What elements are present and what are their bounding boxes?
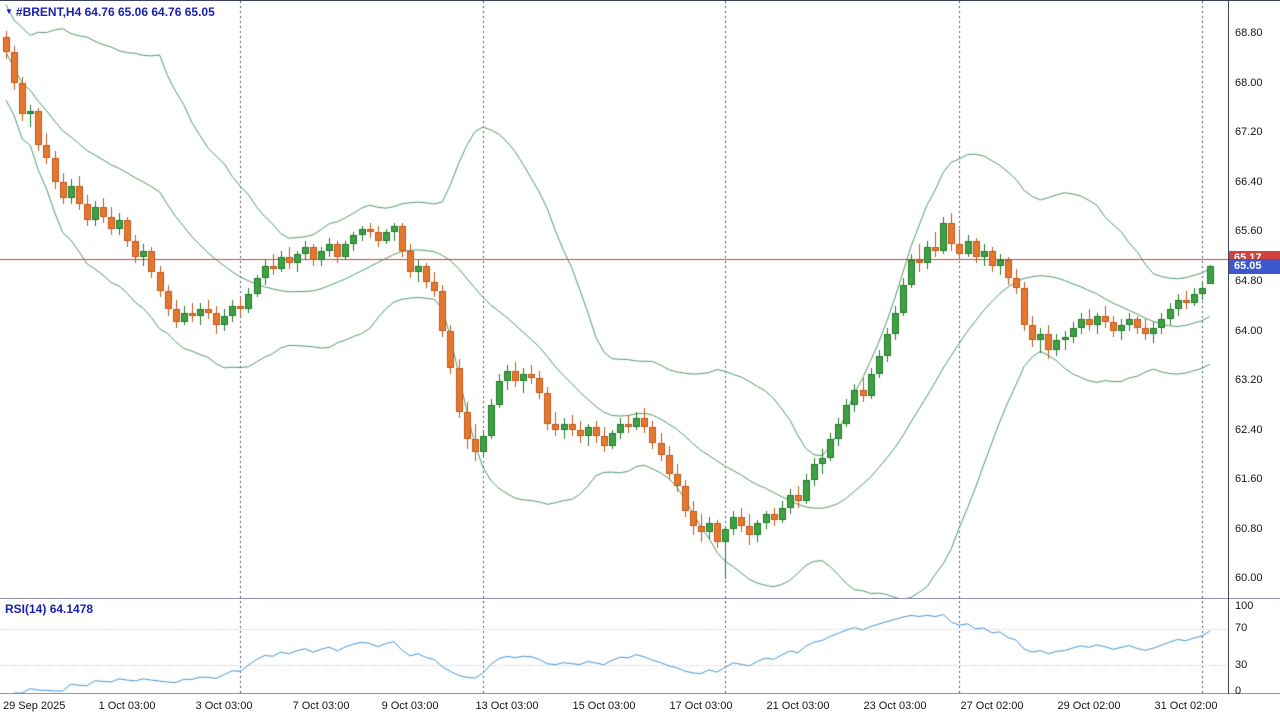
y-axis-label: 62.40 — [1235, 424, 1263, 436]
current-price-badge: 65.05 — [1229, 259, 1280, 274]
price-axis-border — [1228, 1, 1229, 694]
x-axis-label: 21 Oct 03:00 — [766, 700, 830, 712]
x-axis-label: 9 Oct 03:00 — [381, 700, 439, 712]
rsi-axis-label: 0 — [1235, 685, 1242, 697]
y-axis-label: 61.60 — [1235, 473, 1263, 485]
y-axis-label: 68.00 — [1235, 77, 1263, 89]
rsi-axis-label: 30 — [1235, 659, 1248, 671]
y-axis-label: 63.20 — [1235, 374, 1263, 386]
x-axis-label: 27 Oct 02:00 — [960, 700, 1024, 712]
y-axis-label: 64.00 — [1235, 325, 1263, 337]
ohlc-readout: 64.76 65.06 64.76 65.05 — [84, 5, 215, 19]
x-axis-label: 3 Oct 03:00 — [195, 700, 253, 712]
x-axis-label: 23 Oct 03:00 — [863, 700, 927, 712]
x-axis-label: 29 Sep 2025 — [3, 700, 66, 712]
chevron-down-icon[interactable]: ▼ — [5, 7, 13, 16]
rsi-indicator-label: RSI(14) — [5, 602, 47, 616]
y-axis-label: 66.40 — [1235, 176, 1263, 188]
x-axis-label: 17 Oct 03:00 — [669, 700, 733, 712]
rsi-pane-canvas[interactable] — [0, 601, 1228, 693]
pane-separator-top[interactable] — [0, 598, 1280, 599]
chart-header: ▼ #BRENT,H4 64.76 65.06 64.76 65.05 — [5, 5, 215, 19]
x-axis-label: 13 Oct 03:00 — [475, 700, 539, 712]
y-axis-label: 60.00 — [1235, 572, 1263, 584]
x-axis-label: 15 Oct 03:00 — [572, 700, 636, 712]
pane-separator-bottom — [0, 693, 1280, 694]
symbol-label: #BRENT,H4 — [15, 5, 82, 19]
y-axis-label: 65.60 — [1235, 225, 1263, 237]
y-axis-label: 67.20 — [1235, 126, 1263, 138]
rsi-header: RSI(14) 64.1478 — [5, 602, 93, 616]
rsi-axis-label: 100 — [1235, 600, 1254, 612]
x-axis-label: 1 Oct 03:00 — [98, 700, 156, 712]
price-pane-canvas[interactable] — [0, 1, 1228, 598]
x-axis-label: 29 Oct 02:00 — [1057, 700, 1121, 712]
rsi-indicator-value: 64.1478 — [49, 602, 94, 616]
x-axis-label: 31 Oct 02:00 — [1154, 700, 1218, 712]
rsi-axis-label: 70 — [1235, 622, 1248, 634]
y-axis-label: 68.80 — [1235, 27, 1263, 39]
x-axis-label: 7 Oct 03:00 — [292, 700, 350, 712]
y-axis-label: 60.80 — [1235, 523, 1263, 535]
y-axis-label: 64.80 — [1235, 275, 1263, 287]
